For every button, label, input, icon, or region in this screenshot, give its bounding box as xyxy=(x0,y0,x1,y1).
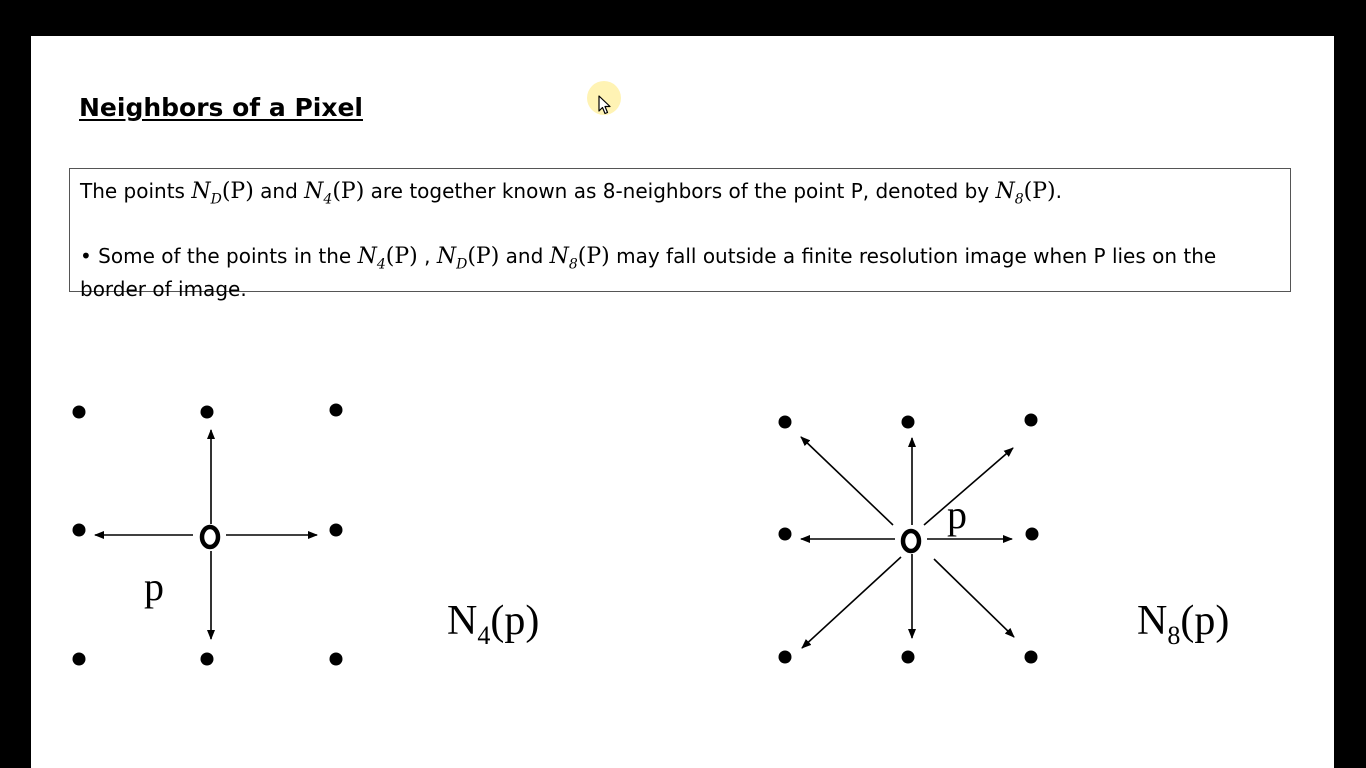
arrow-down-right xyxy=(933,558,1015,638)
center-pixel xyxy=(900,528,922,554)
math-n8: N8(P) xyxy=(995,179,1056,208)
bullet-text: • Some of the points in the N4(P) , ND(P… xyxy=(80,240,1280,306)
neighbor-diagrams: p N4(p) xyxy=(72,403,1229,666)
arrow-up-left xyxy=(800,436,894,526)
math-nd: ND(P) xyxy=(191,179,254,208)
neighbor-dot xyxy=(1025,527,1039,541)
math-nd: ND(P) xyxy=(436,244,500,273)
neighbor-dot xyxy=(778,527,792,541)
neighbor-dot xyxy=(778,650,792,664)
definition-text: The points ND(P) and N4(P) are together … xyxy=(80,175,1280,208)
bullet-body: may fall outside a finite resolution ima… xyxy=(80,244,1217,301)
neighbor-dot xyxy=(778,415,792,429)
neighbor-dot xyxy=(1024,413,1038,427)
neighbor-dot xyxy=(329,403,343,417)
neighbor-dot xyxy=(200,405,214,419)
slide-title: Neighbors of a Pixel xyxy=(79,93,363,122)
definition-box: The points ND(P) and N4(P) are together … xyxy=(69,168,1291,301)
definition-period: . xyxy=(1055,179,1062,203)
n8-diagram: p N8(p) xyxy=(778,413,1229,664)
bullet-comma: , xyxy=(417,244,437,268)
n4-caption: N4(p) xyxy=(447,598,539,650)
neighbor-dot xyxy=(901,650,915,664)
center-label: p xyxy=(144,564,164,609)
neighbor-dot xyxy=(72,523,86,537)
definition-and: and xyxy=(253,179,305,203)
math-n8: N8(P) xyxy=(549,244,610,273)
math-n4: N4(P) xyxy=(357,244,418,273)
bullet-prefix: • Some of the points in the xyxy=(80,244,358,268)
mouse-cursor-icon xyxy=(598,95,611,115)
neighbor-dot xyxy=(200,652,214,666)
n4-diagram: p N4(p) xyxy=(72,403,539,666)
math-n4: N4(P) xyxy=(304,179,365,208)
arrow-down-left xyxy=(801,556,902,649)
neighbor-dot xyxy=(72,405,86,419)
neighbor-dot xyxy=(72,652,86,666)
neighbor-dot xyxy=(1024,650,1038,664)
neighbor-dot xyxy=(901,415,915,429)
arrow-up-right xyxy=(923,447,1014,526)
neighbor-dot xyxy=(329,652,343,666)
definition-prefix: The points xyxy=(80,179,192,203)
neighbor-dot xyxy=(329,523,343,537)
n8-caption: N8(p) xyxy=(1137,598,1229,650)
center-pixel xyxy=(199,524,221,550)
bullet-and: and xyxy=(499,244,550,268)
center-label: p xyxy=(947,492,967,537)
definition-body: are together known as 8-neighbors of the… xyxy=(364,179,996,203)
slide: Neighbors of a Pixel The points ND(P) an… xyxy=(31,36,1334,768)
